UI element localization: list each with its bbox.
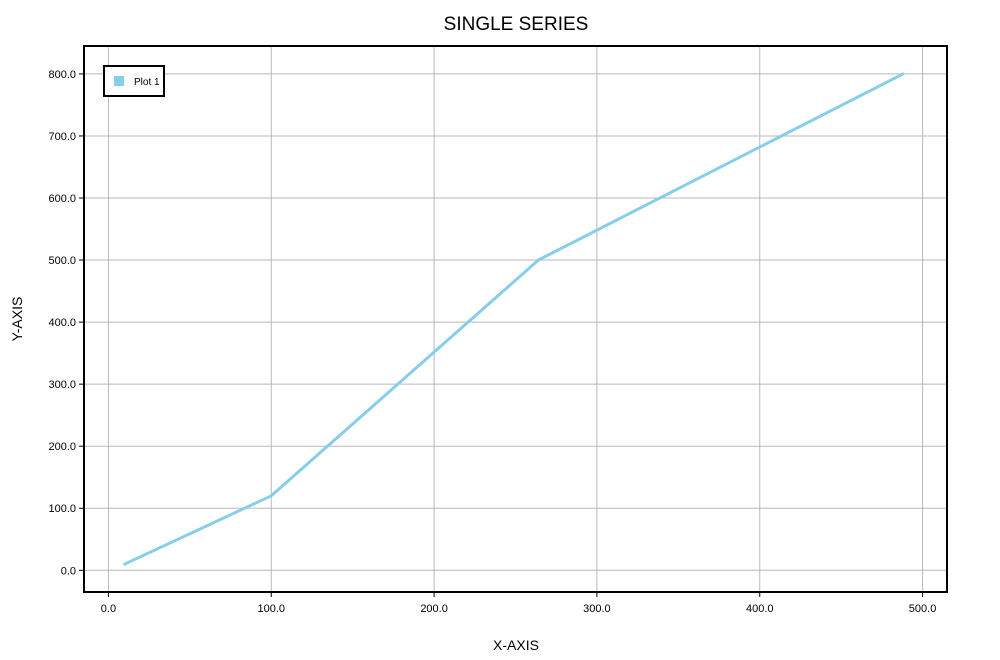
x-tick-label: 200.0 — [420, 603, 448, 615]
y-tick-label: 700.0 — [48, 131, 76, 143]
plot-area-frame — [83, 45, 948, 593]
y-axis-ticks: 0.0 100.0 200.0 300.0 400.0 500.0 600.0 700.0 80… — [48, 69, 84, 577]
y-tick-label: 400.0 — [48, 317, 76, 329]
x-tick-label: 400.0 — [746, 603, 774, 615]
x-tick-label: 100.0 — [257, 603, 285, 615]
y-tick-label: 100.0 — [48, 503, 76, 515]
x-tick-label: 300.0 — [583, 603, 611, 615]
legend: Plot 1 — [103, 65, 165, 97]
series-line-plot-1 — [123, 72, 905, 566]
chart-title: SINGLE SERIES — [444, 14, 589, 35]
y-tick-label: 200.0 — [48, 441, 76, 453]
y-tick-label: 300.0 — [48, 379, 76, 391]
series-layer — [123, 72, 905, 566]
y-tick-label: 600.0 — [48, 193, 76, 205]
grid-lines — [84, 46, 947, 592]
legend-label-plot-1: Plot 1 — [134, 77, 160, 88]
y-tick-label: 800.0 — [48, 69, 76, 81]
x-axis-ticks: 0.0 100.0 200.0 300.0 400.0 500.0 — [101, 592, 937, 615]
y-tick-label: 0.0 — [61, 565, 76, 577]
y-axis-label: Y-AXIS — [9, 297, 25, 342]
legend-swatch — [114, 76, 124, 86]
y-tick-label: 500.0 — [48, 255, 76, 267]
x-tick-label: 0.0 — [101, 603, 116, 615]
x-tick-label: 500.0 — [909, 603, 937, 615]
x-axis-label: X-AXIS — [493, 637, 539, 653]
